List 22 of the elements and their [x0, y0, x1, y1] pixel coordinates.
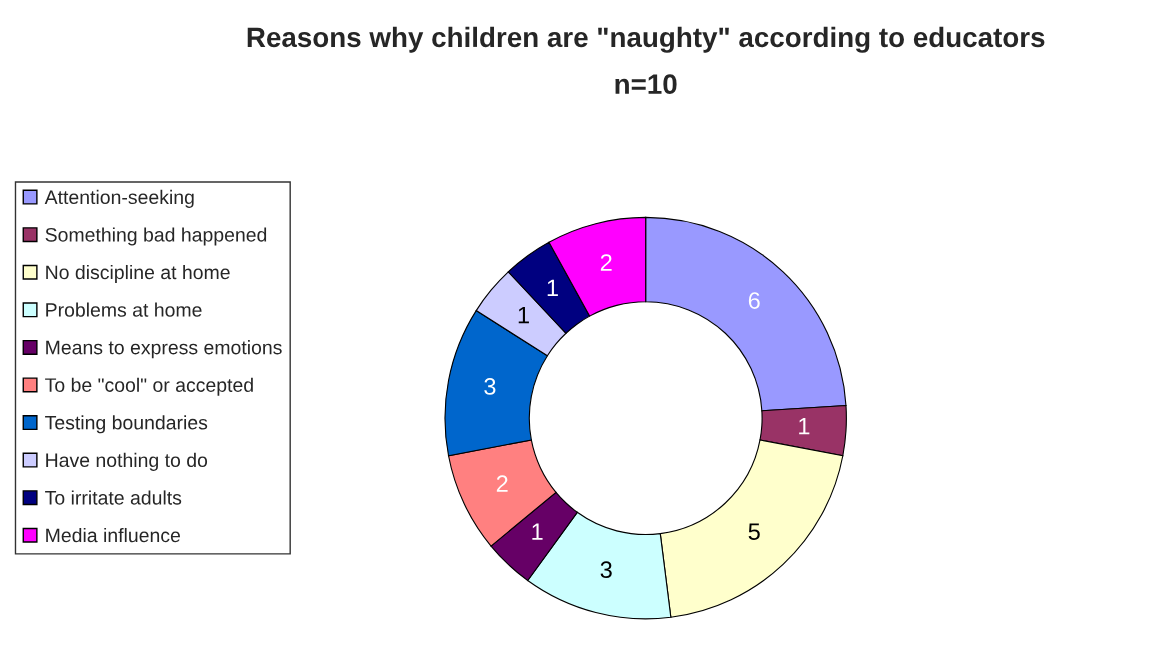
- legend-label: Media influence: [46, 527, 180, 543]
- legend-label: Problems at home: [46, 302, 202, 317]
- data-label: 6: [748, 292, 760, 309]
- legend-label: Something bad happened: [45, 227, 267, 246]
- chart-title: Reasons why children are "naughty" according to educators: [247, 26, 1045, 53]
- data-label: 1: [532, 523, 543, 540]
- data-label: 3: [484, 378, 496, 395]
- data-label: 1: [799, 417, 810, 435]
- chart-subtitle: n=10: [615, 74, 677, 94]
- legend-label: To be "cool" or accepted: [45, 377, 253, 396]
- data-label: 5: [748, 523, 760, 541]
- legend-label: To irritate adults: [45, 490, 182, 505]
- data-label: 1: [518, 306, 529, 324]
- data-label: 2: [496, 475, 508, 492]
- legend-label: Have nothing to do: [46, 452, 208, 471]
- legend-label: Testing boundaries: [45, 415, 208, 434]
- data-label: 3: [600, 561, 612, 579]
- legend-label: No discipline at home: [46, 264, 230, 284]
- data-label: 1: [547, 279, 558, 296]
- legend-label: Attention-seeking: [44, 189, 194, 208]
- data-label: 2: [600, 254, 612, 271]
- legend-label: Means to express emotions: [46, 340, 282, 359]
